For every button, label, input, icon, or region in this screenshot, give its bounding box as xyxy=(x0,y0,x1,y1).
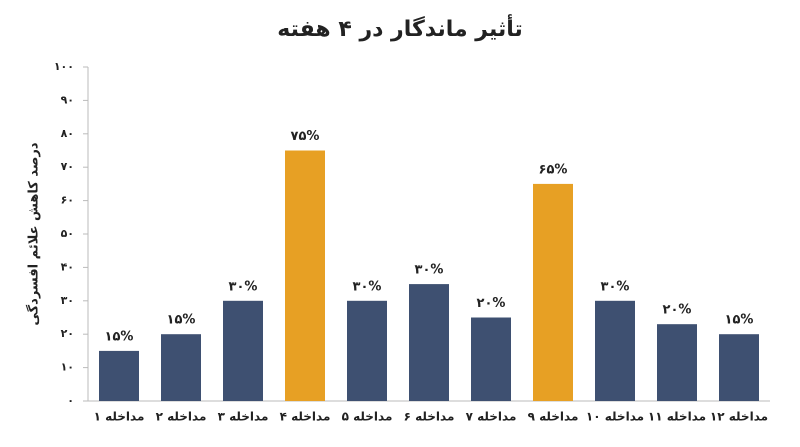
bar xyxy=(471,317,511,401)
x-tick-label: مداخله ۱ xyxy=(94,410,145,424)
bar xyxy=(657,324,697,401)
bar-annotation: ۶۵% xyxy=(539,162,568,177)
x-tick-label: مداخله ۶ xyxy=(404,410,455,424)
bar xyxy=(161,334,201,401)
bar-annotation: ۲۰% xyxy=(477,296,506,311)
chart-title: تأثیر ماندگار در ۴ هفته xyxy=(277,13,522,42)
y-tick-label: ۲۰ xyxy=(61,327,74,340)
x-tick-label: مداخله ۳ xyxy=(218,410,269,424)
y-tick-label: ۹۰ xyxy=(61,93,74,106)
y-tick-label: ۷۰ xyxy=(61,160,74,173)
x-tick-label: مداخله ۷ xyxy=(466,410,517,424)
bar xyxy=(409,284,449,401)
bar-annotation: ۳۰% xyxy=(353,279,382,294)
x-tick-label: مداخله ۱۲ xyxy=(710,410,768,424)
y-tick-label: ۸۰ xyxy=(61,127,74,140)
y-axis-label: درصد کاهش علائم افسردگی xyxy=(26,142,42,325)
y-tick-label: ۱۰۰ xyxy=(54,60,74,73)
bar-annotation: ۲۰% xyxy=(663,303,692,318)
y-tick-label: ۵۰ xyxy=(61,227,74,240)
y-tick-label: ۴۰ xyxy=(61,260,74,273)
y-tick-label: ۰ xyxy=(67,394,74,407)
bar-annotation: ۳۰% xyxy=(601,279,630,294)
bar-annotation: ۱۵% xyxy=(167,313,196,328)
bar xyxy=(533,183,573,401)
bar-annotation: ۱۵% xyxy=(105,329,134,344)
bar-annotation: ۳۰% xyxy=(415,263,444,278)
bar xyxy=(719,334,759,401)
x-tick-label: مداخله ۱۱ xyxy=(648,410,706,424)
x-tick-label: مداخله ۱۰ xyxy=(586,410,644,424)
x-tick-label: مداخله ۲ xyxy=(156,410,207,424)
bar-annotation: ۳۰% xyxy=(229,279,258,294)
bar xyxy=(99,350,139,401)
x-tick-label: مداخله ۹ xyxy=(528,410,579,424)
x-tick-label: مداخله ۴ xyxy=(280,410,331,424)
bar xyxy=(285,150,325,401)
bar xyxy=(595,300,635,401)
y-tick-label: ۶۰ xyxy=(61,194,74,207)
bar-annotation: ۱۵% xyxy=(725,313,754,328)
bar xyxy=(347,300,387,401)
y-tick-label: ۳۰ xyxy=(61,294,74,307)
bar-annotation: ۷۵% xyxy=(291,129,320,144)
y-tick-label: ۱۰ xyxy=(61,361,74,374)
bar xyxy=(223,300,263,401)
x-tick-label: مداخله ۵ xyxy=(342,410,393,424)
